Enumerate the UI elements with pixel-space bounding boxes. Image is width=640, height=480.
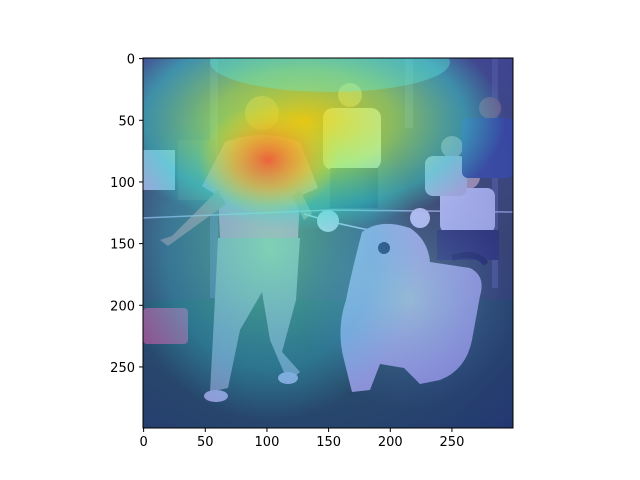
x-tick-label: 100	[255, 435, 280, 450]
y-tick-label: 0	[127, 53, 135, 68]
x-tick-label: 50	[197, 435, 214, 450]
heatmap-image	[143, 58, 513, 428]
x-tick-label: 150	[316, 435, 341, 450]
y-tick-label: 50	[118, 114, 135, 129]
y-tick-label: 200	[110, 299, 135, 314]
y-tick-label: 100	[110, 176, 135, 191]
y-axis: 0 50 100 150 200 250	[110, 53, 143, 376]
x-tick-label: 0	[139, 435, 147, 450]
x-tick-label: 250	[440, 435, 465, 450]
x-axis: 0 50 100 150 200 250	[139, 428, 464, 450]
y-tick-label: 250	[110, 361, 135, 376]
overlay-top-cyan	[210, 58, 450, 92]
overlay-dog-glow	[300, 190, 513, 410]
x-tick-label: 200	[378, 435, 403, 450]
y-tick-label: 150	[110, 238, 135, 253]
axes-frame	[142, 57, 514, 429]
overlay-hot-core	[198, 105, 338, 215]
